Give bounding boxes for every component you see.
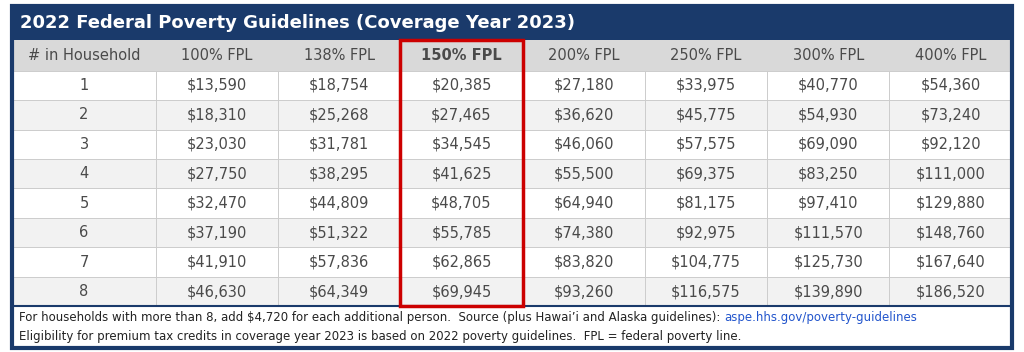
Text: 2: 2 <box>80 107 89 122</box>
Text: 4: 4 <box>80 166 89 181</box>
Text: $74,380: $74,380 <box>554 225 614 240</box>
Bar <box>12 40 1012 71</box>
Text: $18,754: $18,754 <box>309 78 370 93</box>
Text: $25,268: $25,268 <box>309 107 370 122</box>
Text: $64,349: $64,349 <box>309 284 370 299</box>
Text: $48,705: $48,705 <box>431 196 492 211</box>
Text: $33,975: $33,975 <box>676 78 736 93</box>
Text: $46,060: $46,060 <box>554 137 614 152</box>
Bar <box>12 306 1012 348</box>
Text: $46,630: $46,630 <box>186 284 247 299</box>
Text: 1: 1 <box>80 78 89 93</box>
Bar <box>400 40 522 306</box>
Text: 7: 7 <box>80 254 89 270</box>
Text: 250% FPL: 250% FPL <box>671 48 741 63</box>
Text: $148,760: $148,760 <box>915 225 985 240</box>
Text: $73,240: $73,240 <box>921 107 981 122</box>
Text: $186,520: $186,520 <box>915 284 985 299</box>
Bar <box>12 247 1012 277</box>
Bar <box>12 277 1012 306</box>
Text: $38,295: $38,295 <box>309 166 370 181</box>
Text: $83,250: $83,250 <box>798 166 858 181</box>
Text: $129,880: $129,880 <box>915 196 985 211</box>
Text: $20,385: $20,385 <box>431 78 492 93</box>
Text: $37,190: $37,190 <box>186 225 247 240</box>
Text: $41,910: $41,910 <box>186 254 247 270</box>
Text: 8: 8 <box>80 284 89 299</box>
Text: $81,175: $81,175 <box>676 196 736 211</box>
Text: $57,836: $57,836 <box>309 254 370 270</box>
Text: 6: 6 <box>80 225 89 240</box>
Text: $44,809: $44,809 <box>309 196 370 211</box>
Text: For households with more than 8, add $4,720 for each additional person.  Source : For households with more than 8, add $4,… <box>19 312 725 325</box>
Text: $51,322: $51,322 <box>309 225 370 240</box>
Text: 300% FPL: 300% FPL <box>793 48 864 63</box>
Bar <box>12 100 1012 130</box>
Text: $34,545: $34,545 <box>431 137 492 152</box>
Text: $69,375: $69,375 <box>676 166 736 181</box>
Text: $167,640: $167,640 <box>915 254 985 270</box>
Text: $13,590: $13,590 <box>186 78 247 93</box>
Text: $93,260: $93,260 <box>554 284 614 299</box>
Text: $55,785: $55,785 <box>431 225 492 240</box>
Text: $27,465: $27,465 <box>431 107 492 122</box>
Text: $45,775: $45,775 <box>676 107 736 122</box>
Text: 3: 3 <box>80 137 89 152</box>
Text: Eligibility for premium tax credits in coverage year 2023 is based on 2022 pover: Eligibility for premium tax credits in c… <box>19 331 741 344</box>
Text: # in Household: # in Household <box>28 48 140 63</box>
Text: $54,360: $54,360 <box>921 78 981 93</box>
Text: $41,625: $41,625 <box>431 166 492 181</box>
Text: $62,865: $62,865 <box>431 254 492 270</box>
Text: $69,090: $69,090 <box>798 137 858 152</box>
Text: 5: 5 <box>80 196 89 211</box>
Text: $36,620: $36,620 <box>554 107 614 122</box>
Bar <box>12 130 1012 159</box>
Text: $111,000: $111,000 <box>915 166 985 181</box>
Bar <box>12 218 1012 247</box>
Text: $111,570: $111,570 <box>794 225 863 240</box>
Text: 100% FPL: 100% FPL <box>181 48 253 63</box>
Text: $69,945: $69,945 <box>431 284 492 299</box>
Text: $31,781: $31,781 <box>309 137 370 152</box>
Text: 138% FPL: 138% FPL <box>304 48 375 63</box>
Text: $55,500: $55,500 <box>554 166 614 181</box>
Text: $64,940: $64,940 <box>554 196 614 211</box>
Text: $92,120: $92,120 <box>921 137 981 152</box>
Text: $18,310: $18,310 <box>186 107 247 122</box>
Text: $57,575: $57,575 <box>676 137 736 152</box>
Text: $40,770: $40,770 <box>798 78 859 93</box>
Bar <box>12 159 1012 189</box>
Text: $116,575: $116,575 <box>671 284 740 299</box>
Text: $23,030: $23,030 <box>186 137 247 152</box>
Text: 200% FPL: 200% FPL <box>548 48 620 63</box>
Bar <box>12 6 1012 40</box>
Text: $54,930: $54,930 <box>798 107 858 122</box>
Text: 2022 Federal Poverty Guidelines (Coverage Year 2023): 2022 Federal Poverty Guidelines (Coverag… <box>20 14 575 32</box>
Text: 400% FPL: 400% FPL <box>914 48 986 63</box>
Bar <box>12 188 1012 218</box>
Text: $104,775: $104,775 <box>671 254 741 270</box>
Text: $139,890: $139,890 <box>794 284 863 299</box>
Text: $92,975: $92,975 <box>676 225 736 240</box>
Text: $32,470: $32,470 <box>186 196 247 211</box>
Text: 150% FPL: 150% FPL <box>421 48 502 63</box>
Text: $125,730: $125,730 <box>794 254 863 270</box>
Text: $27,180: $27,180 <box>553 78 614 93</box>
Text: $97,410: $97,410 <box>798 196 858 211</box>
Bar <box>12 71 1012 100</box>
Text: $27,750: $27,750 <box>186 166 248 181</box>
Text: $83,820: $83,820 <box>554 254 614 270</box>
Text: aspe.hhs.gov/poverty-guidelines: aspe.hhs.gov/poverty-guidelines <box>725 312 918 325</box>
